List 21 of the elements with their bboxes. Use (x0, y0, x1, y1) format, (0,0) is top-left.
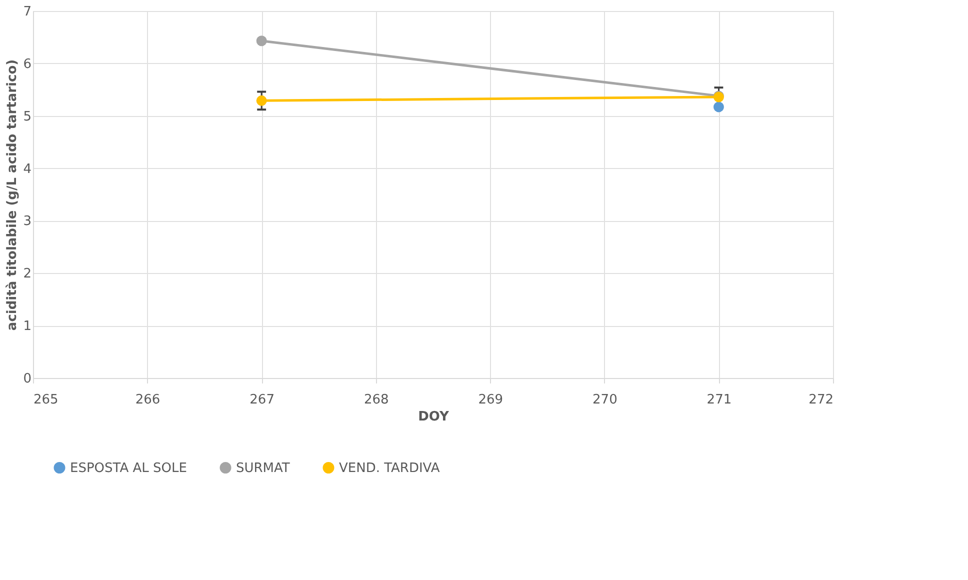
x-tick-label: 266 (135, 392, 160, 408)
y-tick-label: 3 (23, 214, 32, 230)
y-tick-label: 0 (23, 372, 32, 386)
y-tick-label: 4 (23, 162, 32, 177)
x-tick-label: 271 (706, 392, 732, 408)
y-tick-label: 5 (23, 109, 32, 124)
legend-label: SURMAT (236, 460, 290, 476)
x-tick-label: 267 (250, 392, 274, 408)
x-tick-label: 265 (34, 392, 58, 408)
y-tick-label: 7 (23, 4, 32, 20)
y-axis-title: acidità titolabile (g/L acido tartarico) (5, 59, 20, 331)
legend-label: ESPOSTA AL SOLE (70, 460, 187, 476)
x-axis-title: DOY (418, 410, 450, 424)
y-tick-label: 6 (23, 56, 32, 72)
x-tick-label: 269 (478, 392, 504, 408)
legend-label: VEND. TARDIVA (339, 460, 440, 476)
y-tick-label: 2 (23, 266, 32, 282)
x-tick-label: 268 (364, 392, 389, 408)
y-tick-label: 1 (23, 319, 32, 334)
x-tick-label: 270 (592, 392, 618, 408)
x-tick-label: 272 (808, 392, 834, 408)
